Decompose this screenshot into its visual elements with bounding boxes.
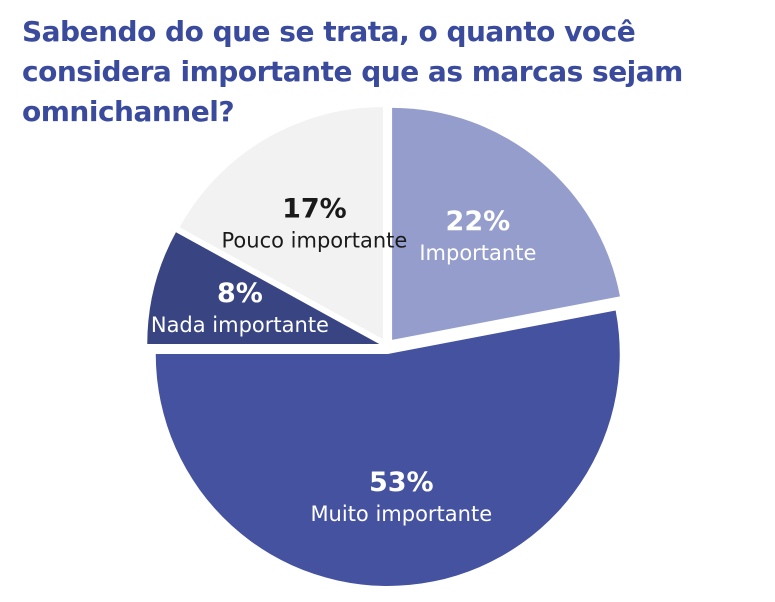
slice-label-nada-importante: Nada importante (151, 313, 329, 337)
pie-slice-pouco-importante (179, 107, 383, 340)
slice-value-importante: 22% (446, 206, 511, 237)
slice-label-pouco-importante: Pouco importante (222, 228, 408, 252)
slice-value-muito-importante: 53% (369, 467, 434, 498)
pie-slice-importante (392, 107, 620, 340)
pie-slice-nada-importante (147, 232, 380, 345)
slice-value-nada-importante: 8% (217, 278, 263, 309)
slice-label-importante: Importante (419, 241, 536, 265)
slice-label-muito-importante: Muito importante (310, 502, 492, 526)
pie-slice-muito-importante (155, 310, 620, 586)
slice-value-pouco-importante: 17% (282, 193, 347, 224)
chart-title: Sabendo do que se trata, o quanto você c… (22, 15, 683, 128)
